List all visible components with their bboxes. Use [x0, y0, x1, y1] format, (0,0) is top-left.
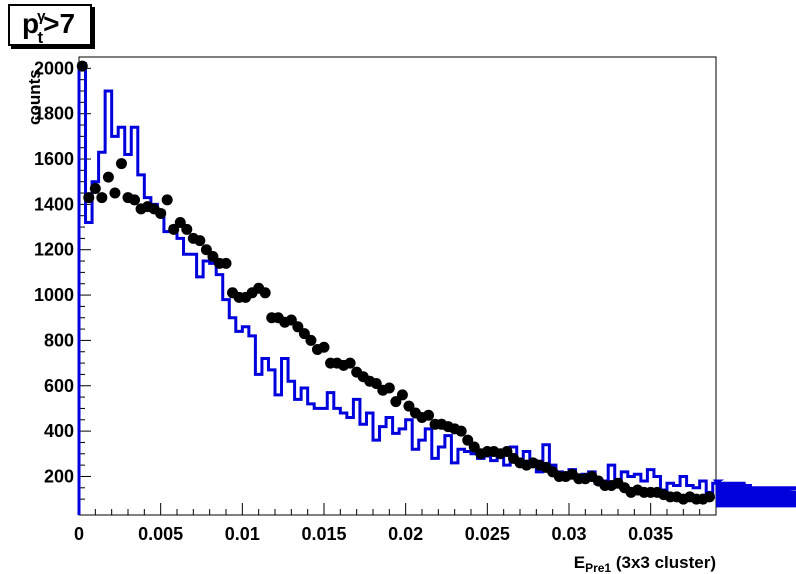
- data-point: [305, 334, 317, 346]
- data-point: [83, 192, 95, 204]
- data-point: [161, 194, 173, 206]
- data-point: [155, 207, 167, 219]
- data-point: [390, 396, 402, 408]
- y-tick-label: 1400: [34, 194, 74, 214]
- x-axis-title-base: E: [574, 553, 585, 572]
- y-tick-label: 400: [44, 421, 74, 441]
- y-tick-label: 1000: [34, 285, 74, 305]
- data-point: [298, 328, 310, 340]
- x-tick-label: 0: [74, 524, 84, 544]
- data-point: [194, 235, 206, 247]
- chart-title-box: pγt>7: [8, 4, 92, 47]
- y-tick-label: 800: [44, 330, 74, 350]
- data-point: [344, 357, 356, 369]
- black-marker-series: [76, 60, 715, 505]
- data-point: [174, 217, 186, 229]
- data-point: [318, 341, 330, 353]
- data-point: [462, 434, 474, 446]
- x-tick-label: 0.035: [628, 524, 673, 544]
- x-axis-title: EPre1 (3x3 cluster): [574, 553, 716, 574]
- y-axis-title: counts: [25, 69, 44, 125]
- data-point: [501, 446, 513, 458]
- chart-title-base: p: [22, 8, 40, 39]
- plot-frame: [78, 56, 717, 516]
- x-axis-title-rest: (3x3 cluster): [611, 553, 716, 572]
- x-tick-label: 0.02: [388, 524, 423, 544]
- data-point: [259, 287, 271, 299]
- y-axis: 200 400 600 800 1000 1200 1400 1600 1800 2000: [34, 58, 91, 500]
- y-tick-label: 1800: [34, 104, 74, 124]
- x-tick-label: 0.015: [301, 524, 346, 544]
- data-point: [370, 377, 382, 389]
- x-tick-label: 0.025: [465, 524, 510, 544]
- data-point: [76, 60, 88, 72]
- x-tick-label: 0.005: [138, 524, 183, 544]
- x-tick-label: 0.03: [551, 524, 586, 544]
- chart-title-sup: γ: [37, 8, 46, 25]
- chart-title-rest: >7: [43, 8, 76, 39]
- y-tick-label: 1200: [34, 240, 74, 260]
- data-point: [102, 171, 114, 183]
- data-point: [220, 257, 232, 269]
- data-point: [115, 158, 127, 170]
- histogram-line: [77, 62, 796, 515]
- data-point: [383, 382, 395, 394]
- data-point: [285, 314, 297, 326]
- data-point: [423, 409, 435, 421]
- y-tick-label: 200: [44, 466, 74, 486]
- data-point: [207, 251, 219, 263]
- chart-title: pγt>7: [22, 8, 85, 47]
- x-axis: 0 0.005 0.01 0.015 0.02 0.025 0.03 0.035: [74, 503, 717, 544]
- data-point: [109, 187, 121, 199]
- y-tick-label: 600: [44, 376, 74, 396]
- data-point: [181, 223, 193, 235]
- data-point: [468, 441, 480, 453]
- x-axis-title-sub: Pre1: [585, 561, 611, 574]
- data-point: [292, 321, 304, 333]
- x-tick-label: 0.01: [225, 524, 260, 544]
- data-point: [96, 192, 108, 204]
- y-tick-label: 2000: [34, 58, 74, 78]
- data-point: [129, 194, 141, 206]
- data-point: [703, 491, 715, 503]
- data-point: [168, 223, 180, 235]
- chart-title-sub: t: [37, 28, 44, 47]
- data-point: [455, 425, 467, 437]
- y-tick-label: 1600: [34, 149, 74, 169]
- data-point: [396, 389, 408, 401]
- data-point: [200, 244, 212, 256]
- data-point: [403, 400, 415, 412]
- data-point: [89, 183, 101, 195]
- blue-histogram-series: [77, 62, 796, 515]
